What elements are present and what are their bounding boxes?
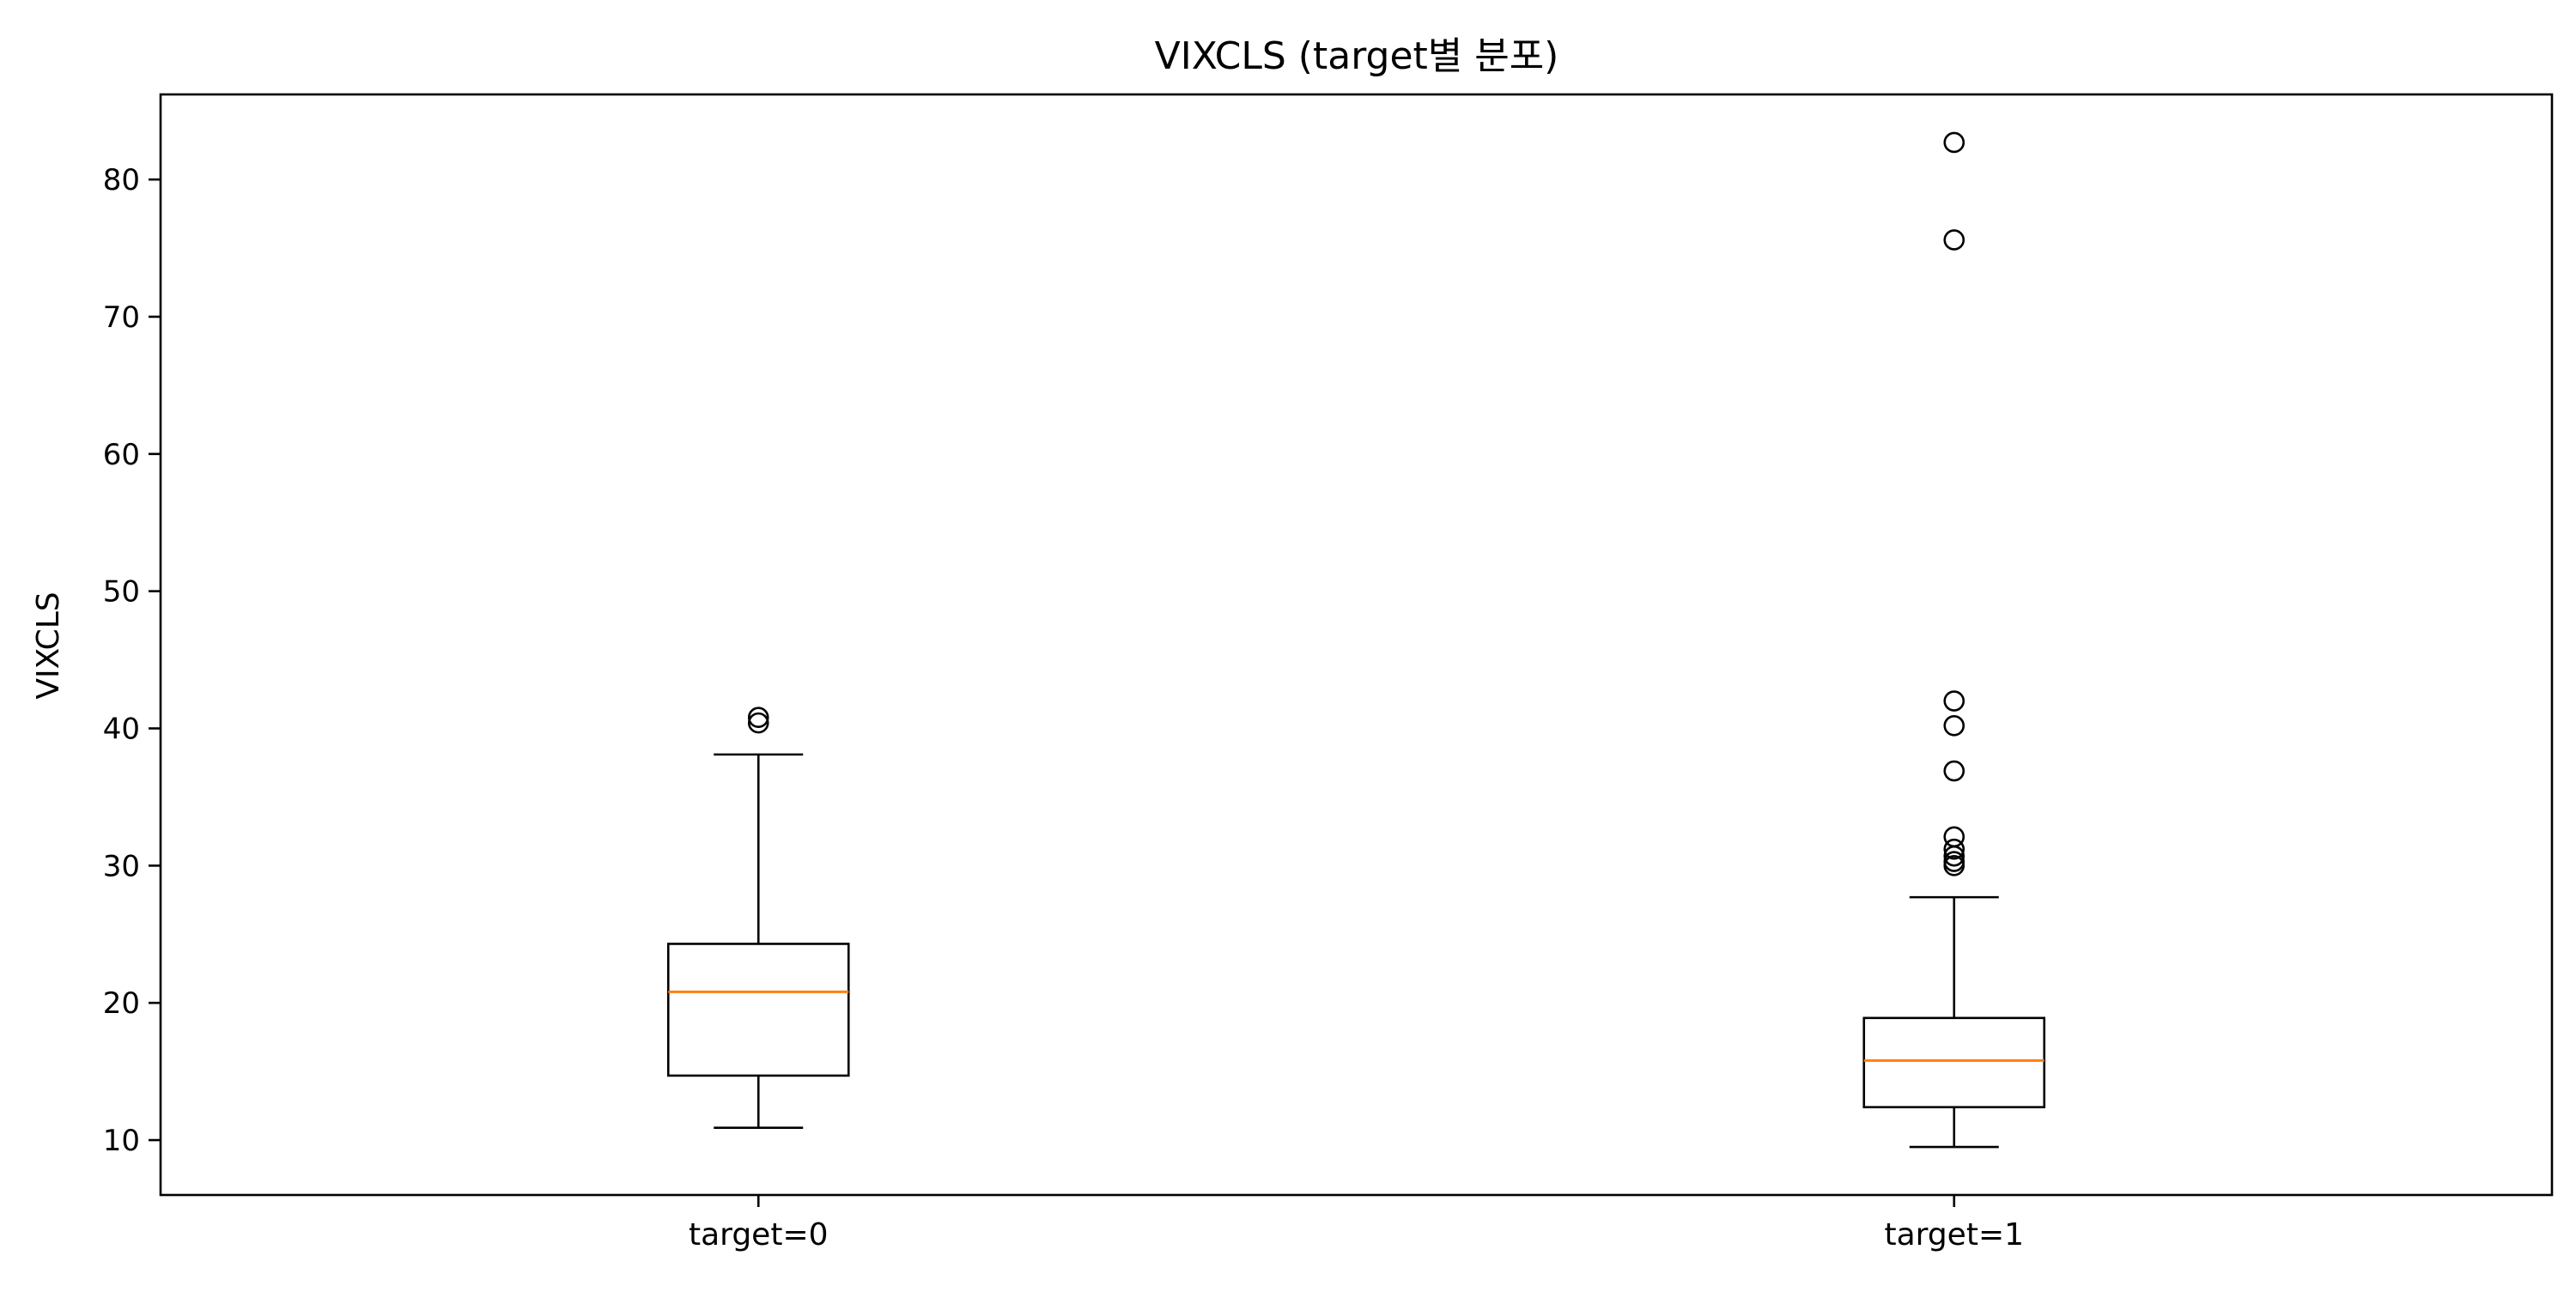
y-tick-label: 40 bbox=[103, 713, 140, 747]
outlier-point bbox=[1943, 760, 1965, 782]
y-axis-label: VIXCLS bbox=[31, 591, 66, 699]
outlier-point bbox=[1943, 838, 1965, 860]
outlier-point bbox=[1943, 715, 1965, 737]
outlier-point bbox=[747, 712, 769, 734]
box-iqr bbox=[1862, 1016, 2046, 1108]
y-tick-label: 50 bbox=[103, 575, 140, 610]
y-tick-label: 10 bbox=[103, 1124, 140, 1158]
y-tick-label: 70 bbox=[103, 300, 140, 335]
y-tick-label: 20 bbox=[103, 986, 140, 1021]
x-tick-label: target=0 bbox=[689, 1217, 829, 1253]
outlier-point bbox=[1943, 131, 1965, 154]
outlier-point bbox=[1943, 229, 1965, 251]
outlier-point bbox=[1943, 690, 1965, 712]
y-tick-label: 60 bbox=[103, 438, 140, 472]
axes-frame bbox=[159, 93, 2554, 1197]
plot-area: 10 20 30 40 50 60 70 80 target=0 target=1 bbox=[103, 93, 2554, 1253]
y-tick-label: 80 bbox=[103, 163, 140, 197]
outlier-point bbox=[747, 707, 769, 729]
y-tick-label: 30 bbox=[103, 849, 140, 883]
outlier-point bbox=[1943, 851, 1965, 872]
chart-title: VIXCLS (target별 분포) bbox=[1155, 34, 1559, 78]
outlier-point bbox=[1943, 826, 1965, 848]
x-tick-label: target=1 bbox=[1884, 1217, 2024, 1253]
box-iqr bbox=[666, 943, 850, 1077]
